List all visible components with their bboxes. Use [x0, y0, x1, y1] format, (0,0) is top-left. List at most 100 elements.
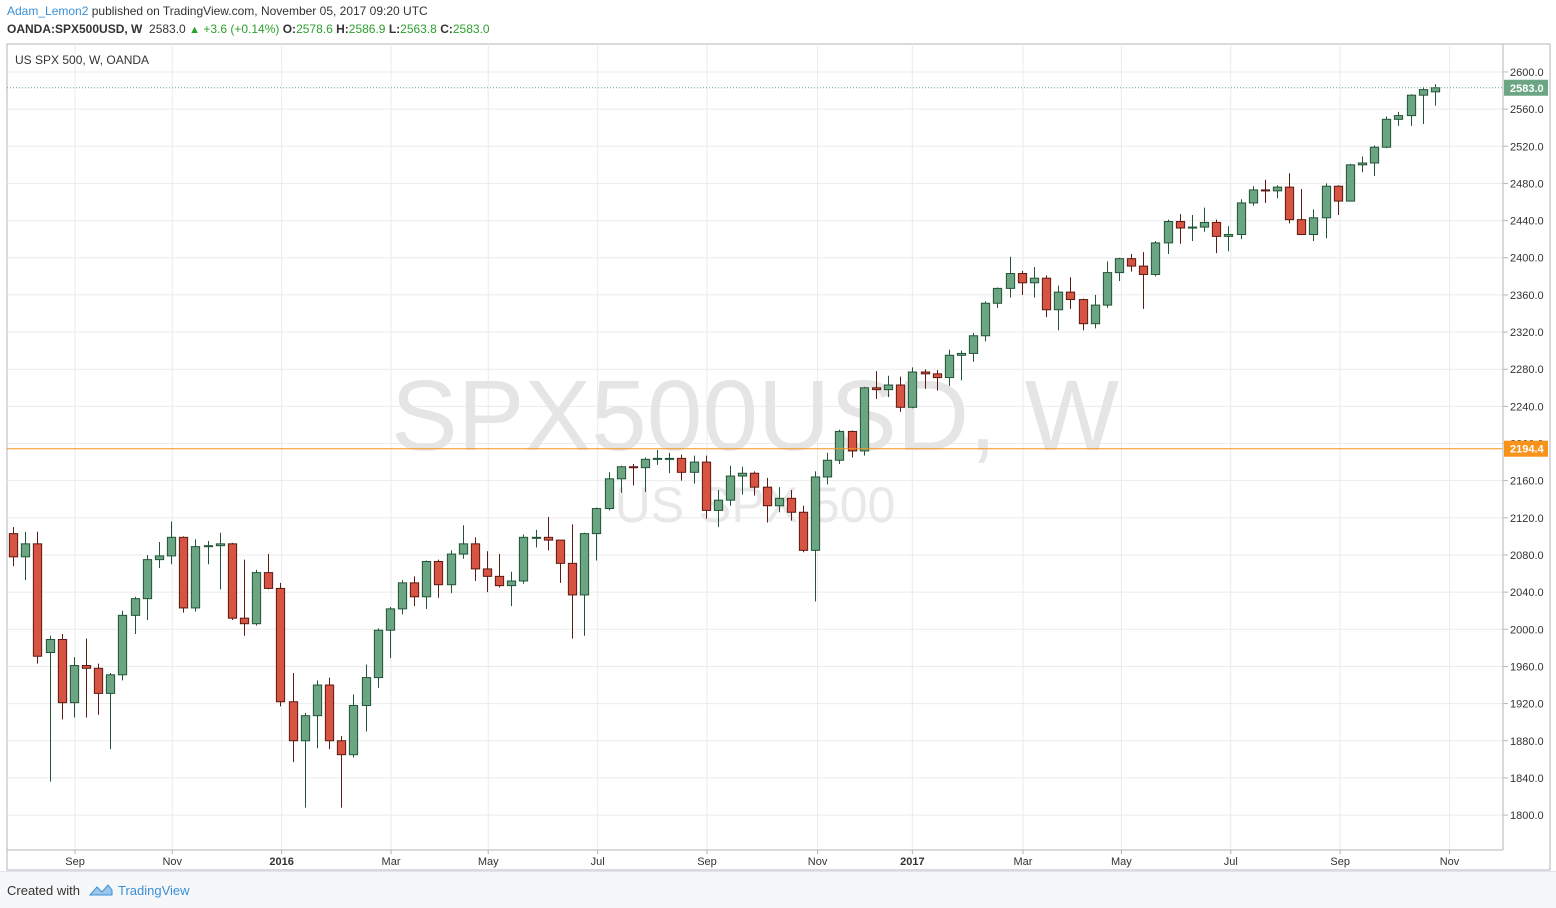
x-tick-label: Jul — [591, 856, 605, 868]
candle-body — [1150, 242, 1161, 275]
candle-body — [920, 371, 931, 375]
candle-body — [992, 287, 1003, 304]
candle-body — [652, 457, 663, 460]
candle-body — [117, 614, 128, 676]
candle-body — [847, 430, 858, 452]
candle-body — [1236, 202, 1247, 236]
last-price-label: 2583.0 — [1510, 83, 1544, 95]
y-tick-label: 2320.0 — [1510, 327, 1544, 339]
candle-body — [81, 665, 92, 669]
x-tick-label: Sep — [697, 856, 717, 868]
candle-body — [798, 511, 809, 551]
candle-body — [1041, 277, 1052, 311]
candle-body — [482, 568, 493, 577]
candle-body — [749, 472, 760, 488]
y-tick-label: 1840.0 — [1510, 773, 1544, 785]
ohlc-value: 2578.6 — [296, 22, 333, 36]
candle-body — [130, 598, 141, 616]
candle-body — [676, 457, 687, 473]
candle-body — [69, 665, 80, 704]
candle-body — [1175, 221, 1186, 229]
candle-body — [1345, 164, 1356, 202]
candle-body — [762, 486, 773, 507]
candle-body — [1308, 217, 1319, 236]
candle-body — [555, 539, 566, 564]
candle-body — [1029, 277, 1040, 284]
candle-body — [956, 352, 967, 356]
candle-body — [421, 560, 432, 598]
author[interactable]: Adam_Lemon2 — [7, 4, 89, 18]
candle-body — [640, 458, 651, 469]
x-tick-label: Jul — [1224, 856, 1238, 868]
candle-body — [385, 608, 396, 631]
published: published on TradingView.com, November 0… — [91, 4, 428, 18]
y-tick-label: 2240.0 — [1510, 401, 1544, 413]
candle-body — [20, 543, 31, 558]
candle-body — [300, 715, 311, 742]
candle-body — [616, 466, 627, 480]
candle-body — [1272, 186, 1283, 192]
reference-label-box — [1504, 440, 1548, 457]
candle-body — [1406, 94, 1417, 117]
candle-body — [397, 582, 408, 610]
candle-body — [1163, 221, 1174, 244]
candle-body — [859, 387, 870, 452]
candle-body — [664, 457, 675, 460]
candle-body — [373, 629, 384, 679]
candle-body — [494, 575, 505, 587]
candle-body — [1381, 118, 1392, 148]
y-tick-label: 2400.0 — [1510, 253, 1544, 265]
candle-body — [980, 302, 991, 337]
candle-body — [154, 555, 165, 561]
chart-title: US SPX 500, W, OANDA — [15, 53, 149, 67]
y-tick-label: 2600.0 — [1510, 67, 1544, 79]
x-tick-label: 2017 — [900, 856, 924, 868]
candle-body — [579, 533, 590, 596]
candle-body — [1296, 219, 1307, 236]
candle-body — [932, 373, 943, 379]
candle-body — [1017, 273, 1028, 284]
candle-body — [458, 543, 469, 555]
y-tick-label: 2000.0 — [1510, 624, 1544, 636]
candle-body — [93, 667, 104, 694]
candle-body — [263, 572, 274, 589]
x-tick-label: Sep — [65, 856, 85, 868]
symbol: OANDA:SPX500USD, W — [7, 22, 143, 36]
candle-body — [324, 684, 335, 742]
candle-body — [944, 354, 955, 379]
candle-body — [737, 472, 748, 477]
candle-body — [433, 560, 444, 586]
candle-body — [1187, 226, 1198, 229]
x-tick-label: Nov — [808, 856, 828, 868]
candle-body — [1260, 189, 1271, 192]
candle-body — [470, 543, 481, 570]
candle-body — [348, 704, 359, 756]
candle-body — [203, 545, 214, 548]
watermark: SPX500USD, W — [391, 360, 1120, 472]
candle-body — [178, 536, 189, 609]
candle-body — [591, 508, 602, 535]
candle-body — [1078, 299, 1089, 325]
candle-body — [275, 587, 286, 703]
y-tick-label: 2480.0 — [1510, 178, 1544, 190]
candle-body — [774, 497, 785, 507]
candle-body — [1430, 87, 1441, 93]
publish-line: Adam_Lemon2 published on TradingView.com… — [7, 4, 428, 18]
candle-body — [1211, 221, 1222, 237]
ohlc-value: 2563.8 — [400, 22, 437, 36]
footer-brand[interactable]: TradingView — [118, 883, 190, 898]
ohlc-key: H: — [336, 22, 349, 36]
axes: 1800.0 1840.0 1880.0 1920.0 1960.0 2000.0 2040… — [65, 67, 1548, 868]
x-tick-label: May — [478, 856, 499, 868]
change: +3.6 (+0.14%) — [203, 22, 280, 36]
y-tick-label: 1920.0 — [1510, 699, 1544, 711]
candle-body — [518, 536, 529, 582]
candle-body — [1333, 185, 1344, 202]
candle-body — [1138, 265, 1149, 275]
candle-body — [57, 639, 68, 704]
candle-body — [883, 384, 894, 391]
y-tick-label: 2280.0 — [1510, 364, 1544, 376]
footer: Created with TradingView — [0, 871, 1556, 908]
candle-body — [531, 536, 542, 539]
x-tick-label: Mar — [1013, 856, 1032, 868]
